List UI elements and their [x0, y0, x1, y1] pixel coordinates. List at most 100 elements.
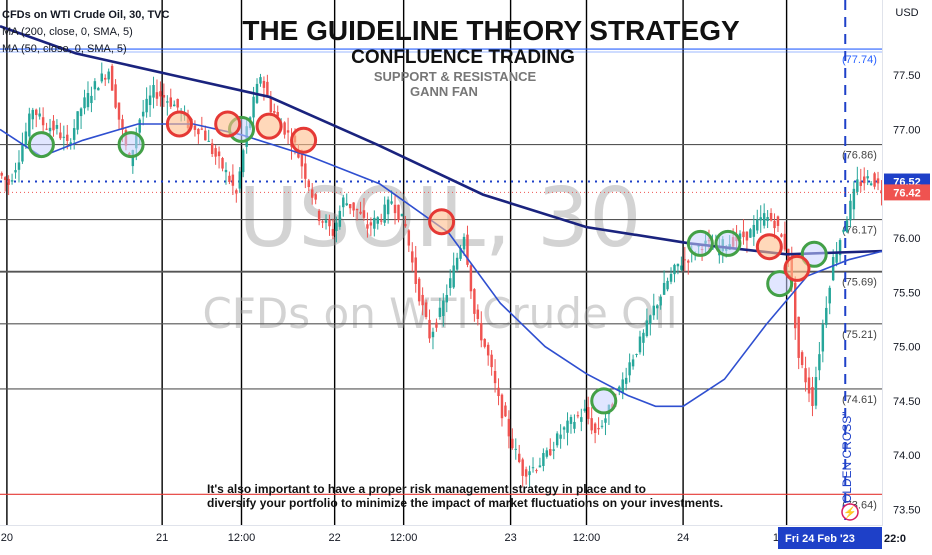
candle-117 — [404, 215, 407, 228]
candle-3 — [10, 173, 14, 185]
y-tick-8: 73.50 — [893, 505, 921, 517]
candle-29 — [100, 62, 103, 84]
candle-220 — [759, 205, 762, 233]
candle-20 — [69, 138, 72, 150]
candle-234 — [807, 367, 811, 403]
legend-ma50: MA (50, close, 0, SMA, 5) — [2, 43, 127, 55]
candle-94 — [324, 214, 328, 230]
candle-28 — [97, 86, 100, 91]
note-line1: It's also important to have a proper ris… — [207, 482, 646, 496]
candle-153 — [528, 465, 531, 487]
level-label-1: (76.86) — [842, 150, 877, 162]
candle-136 — [469, 264, 473, 299]
y-tick-0: 77.50 — [893, 70, 921, 82]
candle-197 — [680, 256, 683, 272]
candle-119 — [411, 242, 414, 272]
x-tick-7: 24 — [677, 532, 689, 544]
candle-226 — [780, 232, 783, 238]
candle-223 — [769, 208, 773, 222]
candle-199 — [687, 259, 690, 275]
candle-58 — [200, 116, 204, 131]
candle-231 — [797, 316, 800, 370]
candle-97 — [335, 216, 338, 243]
candle-106 — [366, 212, 369, 238]
candle-180 — [621, 372, 624, 400]
level-label-5: (74.61) — [842, 394, 877, 406]
candle-122 — [421, 287, 424, 316]
note-line2: diversify your portfolio to minimize the… — [207, 496, 723, 510]
x-tick-0: 20 — [1, 532, 13, 544]
x-tick-1: 21 — [156, 532, 168, 544]
risk-note: It's also important to have a proper ris… — [207, 482, 723, 510]
y-tick-3: 76.00 — [893, 233, 921, 245]
candle-63 — [217, 146, 221, 169]
candle-108 — [373, 210, 376, 237]
level-label-4: (75.21) — [842, 329, 877, 341]
candle-70 — [242, 148, 245, 178]
candle-116 — [400, 213, 404, 217]
candle-218 — [752, 215, 756, 246]
candle-237 — [818, 341, 821, 381]
candle-148 — [511, 428, 514, 450]
candle-147 — [507, 410, 511, 449]
candle-13 — [45, 122, 48, 131]
x-tick-2: 12:00 — [228, 532, 256, 544]
candle-88 — [304, 154, 307, 189]
candle-78 — [269, 91, 273, 117]
candle-77 — [266, 74, 269, 97]
cursor-date: Fri 24 Feb '23 — [785, 533, 855, 545]
candle-31 — [107, 68, 110, 84]
candle-67 — [231, 164, 235, 195]
candle-57 — [197, 128, 200, 144]
candle-217 — [749, 227, 752, 238]
y-tick-4: 75.50 — [893, 287, 921, 299]
candle-11 — [38, 107, 41, 120]
resistance-mark-2 — [255, 112, 283, 140]
legend: CFDs on WTI Crude Oil, 30, TVC MA (200, … — [2, 9, 170, 55]
candle-133 — [459, 244, 462, 261]
candle-101 — [348, 204, 352, 215]
candle-27 — [93, 78, 97, 101]
candle-92 — [317, 208, 321, 226]
candle-171 — [590, 407, 593, 435]
candle-170 — [587, 396, 590, 425]
candle-48 — [166, 95, 169, 116]
support-mark-1 — [117, 131, 145, 159]
candle-56 — [193, 120, 197, 137]
candle-236 — [814, 366, 818, 410]
candle-145 — [500, 393, 504, 427]
svg-text:76.42: 76.42 — [893, 187, 921, 199]
candle-137 — [473, 288, 476, 322]
resistance-mark-6 — [783, 254, 811, 282]
headline-line4: GANN FAN — [410, 84, 478, 99]
candle-154 — [531, 457, 535, 473]
touch-marks — [27, 110, 828, 415]
candle-103 — [355, 208, 359, 221]
candle-104 — [359, 201, 362, 215]
candle-192 — [662, 270, 666, 295]
candle-181 — [624, 367, 628, 391]
candle-141 — [486, 342, 490, 366]
candle-45 — [155, 79, 159, 106]
candle-243 — [838, 238, 842, 262]
candle-51 — [176, 98, 179, 113]
candle-66 — [228, 171, 231, 185]
event-icon[interactable]: ⚡ — [841, 503, 859, 521]
ma50-line — [0, 123, 884, 408]
candle-16 — [55, 119, 59, 135]
candle-131 — [452, 252, 455, 289]
candle-163 — [562, 426, 566, 440]
candle-188 — [649, 314, 652, 336]
candle-2 — [7, 175, 10, 196]
candle-139 — [480, 311, 483, 348]
candle-7 — [24, 122, 28, 150]
candle-61 — [210, 138, 214, 158]
candle-19 — [66, 124, 69, 150]
candle-140 — [483, 338, 486, 349]
candle-152 — [524, 466, 528, 485]
support-mark-3 — [590, 387, 618, 415]
candle-4 — [14, 162, 17, 179]
